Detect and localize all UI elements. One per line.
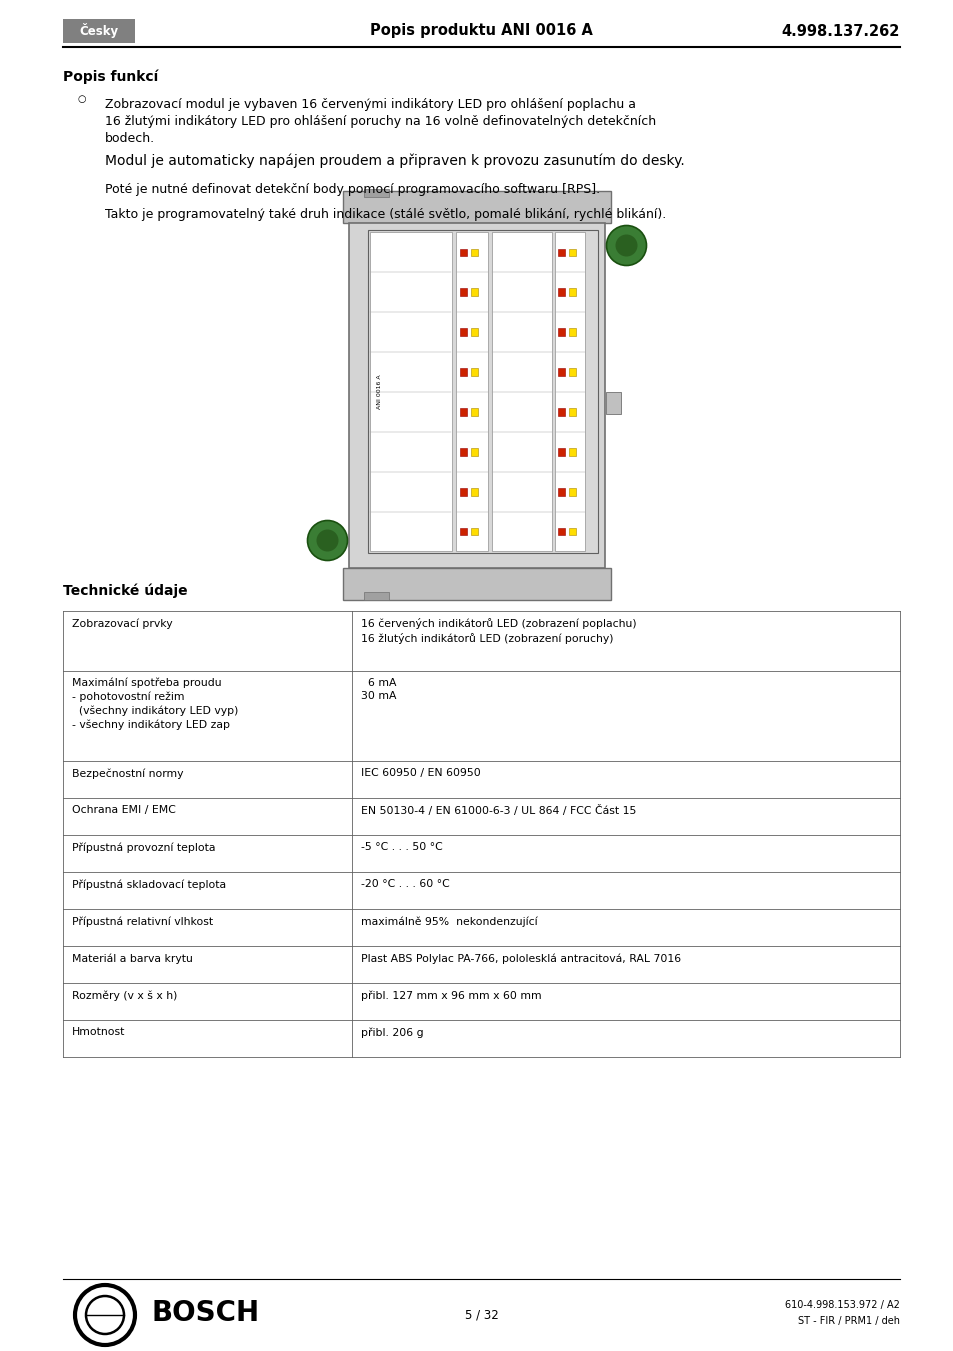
Bar [491,232,551,551]
Bar [459,449,467,455]
Text: Bezpečnostní normy: Bezpečnostní normy [71,767,183,778]
Bar [459,249,467,257]
Bar [557,249,565,257]
Bar [568,408,576,416]
Bar [568,488,576,496]
Bar [557,408,565,416]
Text: Plast ABS Polylac PA-766, pololesklá antracitová, RAL 7016: Plast ABS Polylac PA-766, pololesklá ant… [360,952,680,963]
Bar [557,528,565,535]
Text: Takto je programovatelný také druh indikace (stálé světlo, pomalé blikání, rychl: Takto je programovatelný také druh indik… [105,208,665,222]
Bar [470,249,477,257]
Bar [568,528,576,535]
Text: Přípustná relativní vlhkost: Přípustná relativní vlhkost [71,916,213,927]
Bar [459,408,467,416]
Text: Česky: Česky [79,23,118,38]
Text: Hmotnost: Hmotnost [71,1027,125,1038]
Bar [470,288,477,296]
Bar [459,328,467,336]
Text: 5 / 32: 5 / 32 [464,1309,497,1321]
Text: 610-4.998.153.972 / A2: 610-4.998.153.972 / A2 [784,1300,899,1310]
Text: přibl. 127 mm x 96 mm x 60 mm: přibl. 127 mm x 96 mm x 60 mm [360,990,540,1001]
Text: Přípustná skladovací teplota: Přípustná skladovací teplota [71,880,226,889]
Text: ○: ○ [78,95,87,104]
Circle shape [615,235,637,257]
Bar [554,232,584,551]
Bar [459,288,467,296]
Text: -5 °C . . . 50 °C: -5 °C . . . 50 °C [360,842,442,852]
Bar [470,369,477,376]
Bar [455,232,487,551]
Bar [557,288,565,296]
Text: BOSCH: BOSCH [151,1300,259,1327]
Circle shape [75,1285,135,1346]
Text: Materiál a barva krytu: Materiál a barva krytu [71,952,193,963]
Bar [367,231,597,554]
Text: -20 °C . . . 60 °C: -20 °C . . . 60 °C [360,880,449,889]
Text: přibl. 206 g: přibl. 206 g [360,1027,423,1038]
Bar [459,528,467,535]
Circle shape [307,520,347,561]
Bar [364,593,389,600]
Bar [568,328,576,336]
Text: Ochrana EMI / EMC: Ochrana EMI / EMC [71,805,175,815]
Bar [364,189,389,197]
Text: Modul je automaticky napájen proudem a připraven k provozu zasunutím do desky.: Modul je automaticky napájen proudem a p… [105,154,684,169]
Circle shape [86,1296,124,1333]
Text: ANI 0016 A: ANI 0016 A [376,374,381,409]
Bar [557,449,565,455]
Text: 6 mA
30 mA: 6 mA 30 mA [360,678,395,701]
Text: Maximální spotřeba proudu
- pohotovostní režim
  (všechny indikátory LED vyp)
- : Maximální spotřeba proudu - pohotovostní… [71,678,238,730]
Bar [557,488,565,496]
Text: ST - FIR / PRM1 / deh: ST - FIR / PRM1 / deh [797,1316,899,1325]
Bar [63,19,135,43]
Text: Rozměry (v x š x h): Rozměry (v x š x h) [71,990,177,1001]
Text: 4.998.137.262: 4.998.137.262 [781,23,899,38]
Bar [557,369,565,376]
Text: EN 50130-4 / EN 61000-6-3 / UL 864 / FCC Část 15: EN 50130-4 / EN 61000-6-3 / UL 864 / FCC… [360,805,636,816]
Bar [470,408,477,416]
Bar [459,488,467,496]
Bar [470,528,477,535]
Bar [568,288,576,296]
Text: 16 červených indikátorů LED (zobrazení poplachu)
16 žlutých indikátorů LED (zobr: 16 červených indikátorů LED (zobrazení p… [360,617,636,643]
Bar [459,369,467,376]
Text: Technické údaje: Technické údaje [63,584,188,597]
Text: IEC 60950 / EN 60950: IEC 60950 / EN 60950 [360,767,480,778]
Text: maximálně 95%  nekondenzující: maximálně 95% nekondenzující [360,916,537,927]
Text: Zobrazovací prvky: Zobrazovací prvky [71,617,172,628]
Text: Popis produktu ANI 0016 A: Popis produktu ANI 0016 A [370,23,593,38]
Bar [557,328,565,336]
Circle shape [316,530,338,551]
Text: Poté je nutné definovat detekční body pomocí programovacího softwaru [RPS].: Poté je nutné definovat detekční body po… [105,182,599,196]
Bar [369,232,451,551]
Circle shape [606,226,646,266]
Bar [568,249,576,257]
Bar [470,449,477,455]
Text: Zobrazovací modul je vybaven 16 červenými indikátory LED pro ohlášení poplachu a: Zobrazovací modul je vybaven 16 červeným… [105,99,656,145]
Bar [568,369,576,376]
Text: Popis funkcí: Popis funkcí [63,69,158,84]
Bar [343,569,610,600]
Bar [605,392,619,413]
Bar [470,328,477,336]
Bar [568,449,576,455]
Bar [470,488,477,496]
Text: Přípustná provozní teplota: Přípustná provozní teplota [71,842,215,852]
Bar [349,223,604,569]
Bar [343,192,610,223]
